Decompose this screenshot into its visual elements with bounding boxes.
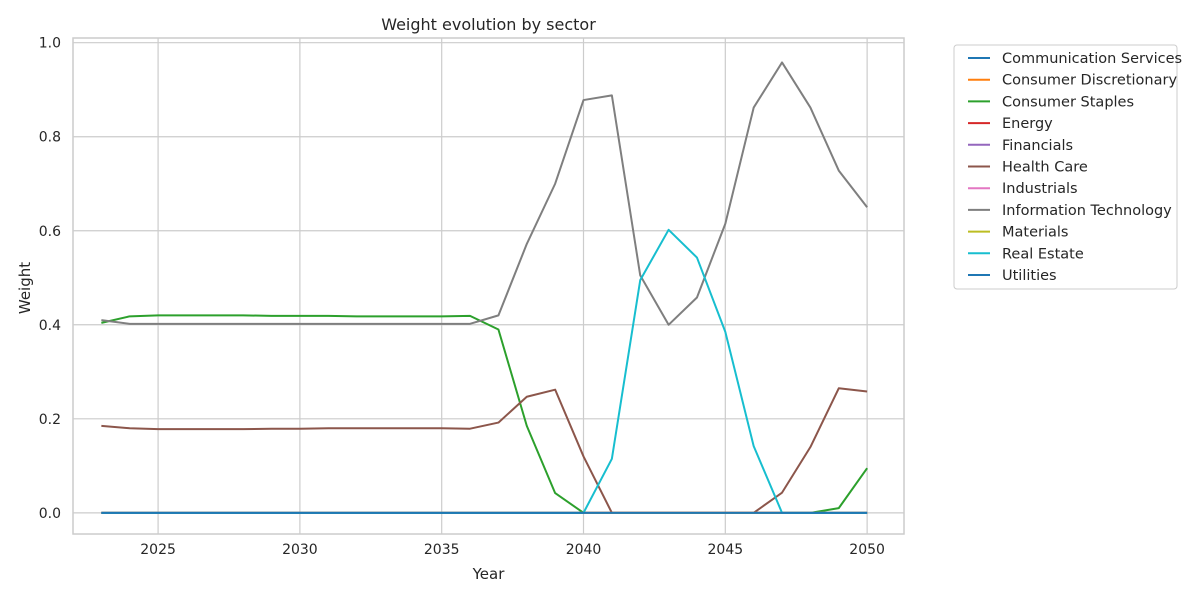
- series-line-consumer-staples: [101, 314, 868, 514]
- y-axis-label: Weight: [16, 262, 34, 314]
- legend-label-consumer-discretionary: Consumer Discretionary: [1002, 73, 1177, 89]
- legend: Communication Services Consumer Discretio…: [953, 44, 1182, 290]
- series-line-information-technology: [101, 61, 868, 326]
- plot-frame: [72, 37, 905, 535]
- y-tick-label: 0.6: [39, 224, 61, 240]
- x-tick-label: 2040: [566, 542, 602, 558]
- series-lines: [101, 61, 868, 514]
- x-tick-label: 2045: [708, 542, 744, 558]
- legend-label-information-technology: Information Technology: [1002, 203, 1172, 219]
- x-tick-label: 2035: [424, 542, 460, 558]
- legend-box: [953, 44, 1178, 290]
- y-axis-ticks: 0.0 0.2 0.4 0.6 0.8 1.0: [39, 36, 61, 522]
- legend-label-industrials: Industrials: [1002, 181, 1078, 197]
- legend-label-health-care: Health Care: [1002, 160, 1088, 176]
- x-tick-label: 2050: [849, 542, 885, 558]
- x-tick-label: 2030: [282, 542, 318, 558]
- legend-label-materials: Materials: [1002, 225, 1068, 241]
- grid: [73, 38, 904, 534]
- y-tick-label: 1.0: [39, 36, 61, 52]
- y-tick-label: 0.8: [39, 130, 61, 146]
- series-line-health-care: [101, 387, 868, 514]
- y-tick-label: 0.0: [39, 506, 61, 522]
- x-axis-label: Year: [472, 565, 506, 583]
- legend-label-financials: Financials: [1002, 138, 1073, 154]
- y-tick-label: 0.4: [39, 318, 61, 334]
- chart-title: Weight evolution by sector: [381, 15, 596, 34]
- legend-label-utilities: Utilities: [1002, 268, 1057, 284]
- legend-label-consumer-staples: Consumer Staples: [1002, 94, 1134, 110]
- legend-label-energy: Energy: [1002, 116, 1053, 132]
- x-tick-label: 2025: [140, 542, 176, 558]
- legend-label-real-estate: Real Estate: [1002, 246, 1084, 262]
- series-line-real-estate: [101, 228, 868, 514]
- x-axis-ticks: 2025 2030 2035 2040 2045 2050: [140, 542, 885, 558]
- legend-label-communication-services: Communication Services: [1002, 51, 1182, 67]
- y-tick-label: 0.2: [39, 412, 61, 428]
